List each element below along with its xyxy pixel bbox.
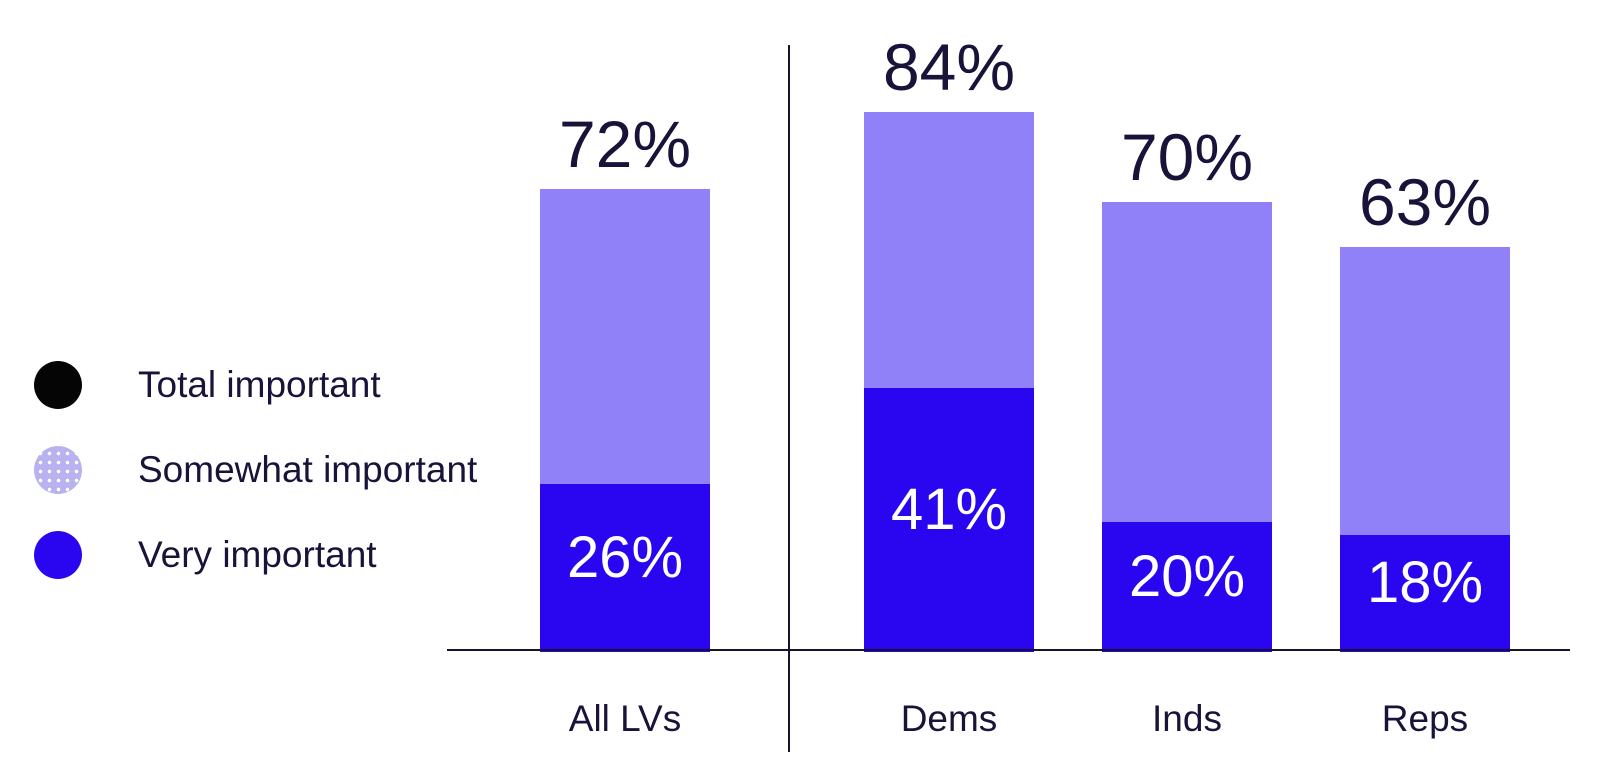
bar-very-label: 41% bbox=[890, 476, 1008, 542]
bar-very-label: 18% bbox=[1366, 550, 1484, 616]
very-important-swatch-icon bbox=[34, 531, 82, 579]
stacked-bar: 84% 41% bbox=[864, 34, 1034, 652]
legend-item-label: Total important bbox=[138, 364, 381, 405]
category-label: Dems bbox=[900, 698, 998, 739]
legend-item-total-important: Total important bbox=[34, 361, 477, 409]
bar-total-label: 84% bbox=[882, 30, 1016, 105]
legend-item-label: Very important bbox=[138, 534, 377, 575]
category-label: Reps bbox=[1381, 698, 1469, 739]
bar-total-label: 72% bbox=[558, 107, 692, 182]
bar-total-label: 63% bbox=[1358, 164, 1492, 239]
stacked-bar: 70% 20% bbox=[1102, 124, 1272, 652]
bar-very-label: 20% bbox=[1128, 544, 1246, 609]
bar-very-segment: 20% bbox=[1102, 522, 1272, 652]
total-important-swatch-icon bbox=[34, 361, 82, 409]
bar-very-segment: 41% bbox=[864, 387, 1034, 652]
somewhat-important-swatch-icon bbox=[34, 446, 82, 494]
x-axis-baseline bbox=[447, 649, 1570, 651]
category-label: Inds bbox=[1152, 698, 1222, 739]
legend: Total important Somewhat important Very … bbox=[34, 361, 477, 579]
stacked-bar: 63% 18% bbox=[1340, 169, 1510, 652]
legend-item-label: Somewhat important bbox=[138, 449, 478, 490]
group-divider-line bbox=[788, 45, 790, 752]
bar-total-label: 70% bbox=[1120, 120, 1254, 194]
legend-item-somewhat-important: Somewhat important bbox=[34, 446, 477, 494]
bar-very-label: 26% bbox=[566, 524, 684, 590]
bar-very-segment: 18% bbox=[1340, 534, 1510, 652]
category-label: All LVs bbox=[568, 698, 682, 739]
legend-item-very-important: Very important bbox=[34, 531, 477, 579]
bar-very-segment: 26% bbox=[540, 483, 710, 652]
stacked-bar: 72% 26% bbox=[540, 111, 710, 652]
